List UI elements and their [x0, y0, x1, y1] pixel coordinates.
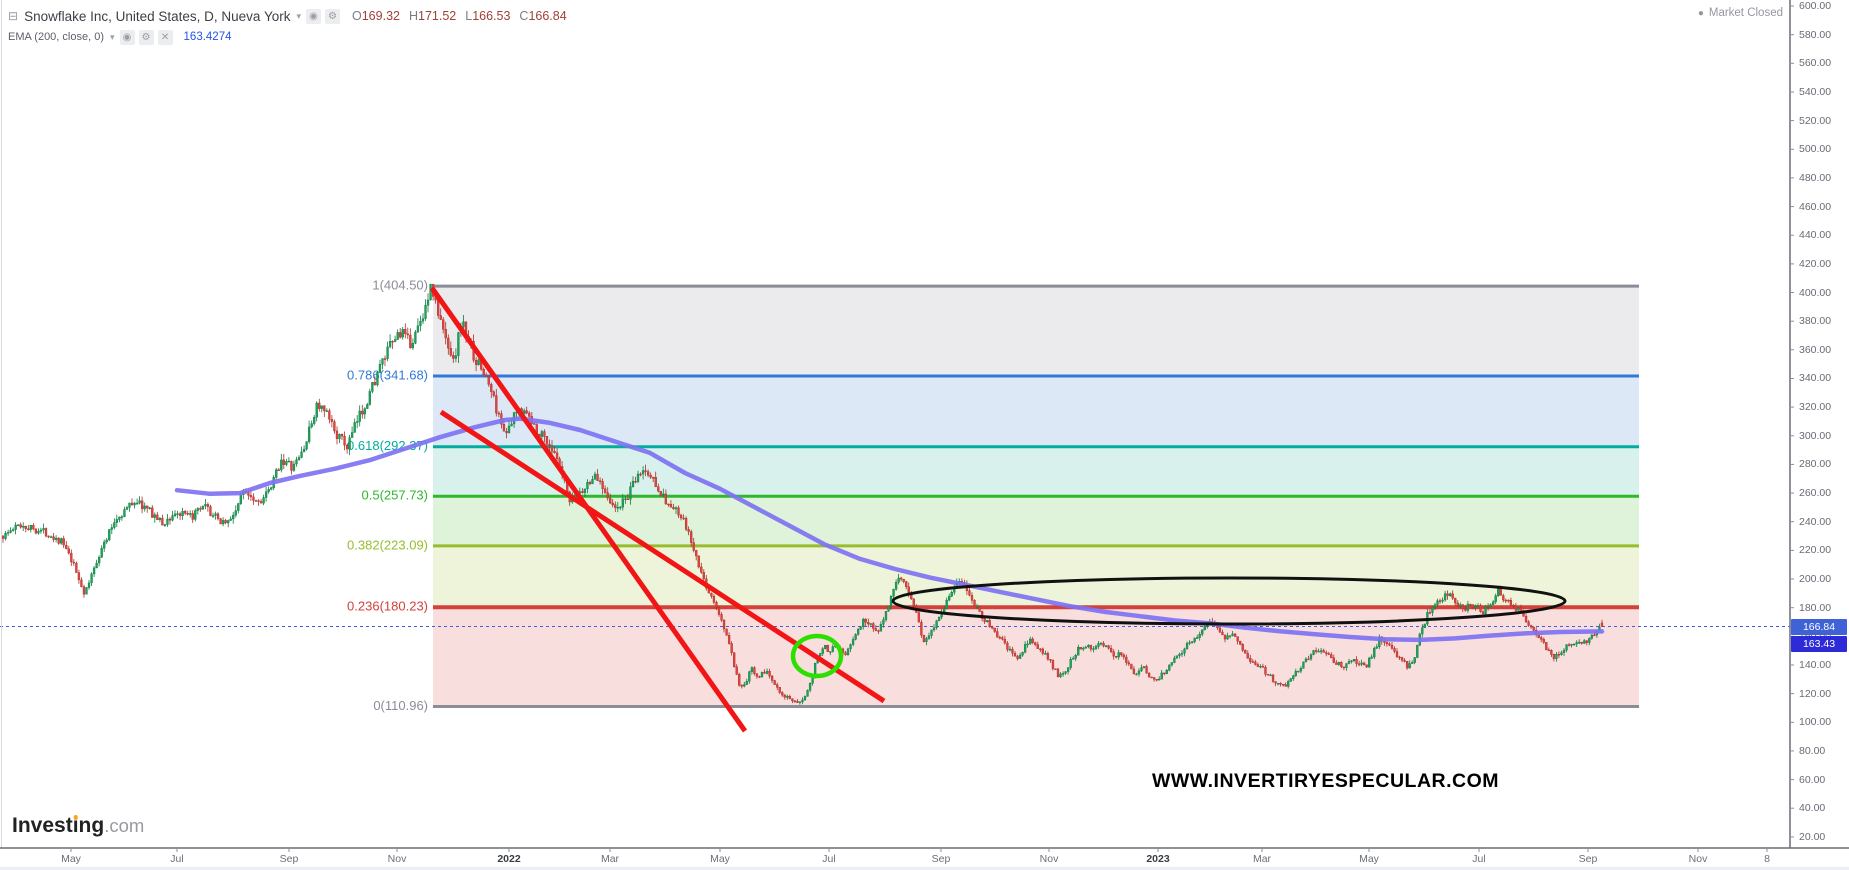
circle-annotation[interactable] [790, 633, 844, 679]
time-tick-label: Mar [600, 853, 620, 865]
logo-text-end: ng [78, 814, 105, 837]
time-tick-label: 2022 [497, 853, 521, 865]
price-tick-label: 100.00 [1799, 716, 1832, 729]
time-tick-label: Sep [931, 853, 951, 865]
price-tick-label: 520.00 [1799, 114, 1832, 127]
price-tick-label: 580.00 [1799, 28, 1832, 41]
price-tick-label: 260.00 [1799, 487, 1832, 500]
logo-orange-dot-i: ı [72, 814, 79, 837]
fib-level-label: 0.786(341.68) [347, 367, 428, 382]
logo-text: Invest [12, 814, 73, 837]
gear-icon[interactable]: ⚙ [138, 29, 154, 45]
price-tick-label: 240.00 [1799, 515, 1832, 528]
fib-level-label: 0(110.96) [373, 698, 428, 713]
current-price-chip: 166.84 [1791, 618, 1847, 635]
gear-icon[interactable]: ⚙ [325, 8, 340, 24]
ema-line[interactable] [174, 416, 1605, 643]
price-tick-label: 140.00 [1799, 658, 1832, 671]
market-status-text: Market Closed [1708, 7, 1783, 19]
price-tick-label: 420.00 [1799, 257, 1832, 270]
time-tick-label: Nov [1688, 853, 1708, 865]
low-value: 166.53 [472, 9, 511, 23]
time-tick-label: May [61, 853, 81, 865]
price-tick-label: 500.00 [1799, 143, 1832, 156]
eye-icon[interactable]: ◉ [306, 8, 321, 24]
price-tick-label: 340.00 [1799, 372, 1832, 385]
time-tick-label: Nov [387, 853, 407, 865]
window-bottom-strip [0, 867, 1849, 870]
price-tick-label: 220.00 [1799, 544, 1832, 557]
symbol-legend-row: ⊟ Snowflake Inc, United States, D, Nueva… [8, 6, 576, 26]
chevron-down-icon[interactable]: ▾ [110, 31, 115, 42]
time-tick-label: Nov [1039, 853, 1059, 865]
high-label: H [408, 9, 418, 23]
open-value: 169.32 [361, 9, 400, 23]
trendline[interactable] [439, 409, 886, 704]
fib-level-label: 0.236(180.23) [347, 599, 428, 614]
time-tick-label: 2023 [1146, 853, 1170, 865]
fib-level-label: 1(404.50) [372, 278, 428, 293]
time-tick-label: Jul [170, 853, 184, 865]
fib-level-label: 0.5(257.73) [362, 488, 429, 503]
open-label: O [352, 9, 362, 23]
price-tick-label: 560.00 [1799, 57, 1832, 70]
close-icon[interactable]: ✕ [157, 29, 173, 45]
indicator-value: 163.4274 [183, 31, 232, 43]
price-tick-label: 120.00 [1799, 687, 1832, 700]
low-label: L [465, 9, 473, 23]
site-watermark: WWW.INVERTIRYESPECULAR.COM [1152, 770, 1500, 792]
time-tick-label: May [710, 853, 730, 865]
price-tick-label: 360.00 [1799, 343, 1832, 356]
legend: ⊟ Snowflake Inc, United States, D, Nueva… [8, 6, 576, 47]
chevron-down-icon[interactable]: ▾ [296, 10, 301, 21]
indicator-name[interactable]: EMA (200, close, 0) [8, 31, 104, 43]
collapse-legend-icon[interactable]: ⊟ [8, 9, 19, 23]
ema-price-chip: 163.43 [1791, 636, 1847, 652]
market-status: ● Market Closed [1698, 7, 1783, 19]
price-tick-label: 60.00 [1799, 773, 1826, 786]
logo-suffix: .com [104, 815, 145, 836]
price-tick-label: 480.00 [1799, 171, 1832, 184]
ellipse-annotation[interactable] [891, 576, 1567, 626]
price-tick-label: 200.00 [1799, 573, 1832, 585]
symbol-title[interactable]: Snowflake Inc, United States, D, Nueva Y… [24, 8, 291, 24]
close-value: 166.84 [528, 9, 567, 23]
price-tick-label: 400.00 [1799, 286, 1832, 299]
price-tick-label: 440.00 [1799, 229, 1832, 242]
price-tick-label: 320.00 [1799, 401, 1832, 414]
price-tick-label: 180.00 [1799, 601, 1832, 614]
high-value: 171.52 [418, 9, 457, 23]
time-tick-label: Sep [1578, 853, 1598, 865]
time-tick-label: Jul [822, 853, 836, 865]
price-tick-label: 40.00 [1799, 802, 1826, 815]
time-tick-label: Jul [1472, 853, 1486, 865]
price-tick-label: 600.00 [1799, 0, 1832, 12]
price-tick-label: 300.00 [1799, 429, 1832, 442]
time-tick-label: May [1359, 853, 1379, 865]
investing-logo: Investıng.com [12, 814, 144, 838]
price-tick-label: 540.00 [1799, 85, 1832, 98]
market-status-dot-icon: ● [1697, 8, 1704, 19]
price-tick-label: 20.00 [1799, 830, 1826, 843]
time-tick-label: Mar [1252, 853, 1272, 865]
fib-level-label: 0.382(223.09) [347, 537, 428, 552]
time-tick-label: Sep [279, 853, 299, 865]
price-tick-label: 380.00 [1799, 315, 1832, 328]
price-tick-label: 80.00 [1799, 744, 1826, 757]
close-label: C [519, 9, 529, 23]
indicator-legend-row: EMA (200, close, 0) ▾ ◉ ⚙ ✕ 163.4274 [8, 27, 576, 47]
time-tick-label: 8 [1764, 853, 1770, 865]
price-tick-label: 460.00 [1799, 200, 1832, 213]
eye-icon[interactable]: ◉ [119, 29, 135, 45]
ohlc-values: O169.32 H171.52 L166.53 C166.84 [352, 9, 576, 23]
price-tick-label: 280.00 [1799, 458, 1832, 471]
